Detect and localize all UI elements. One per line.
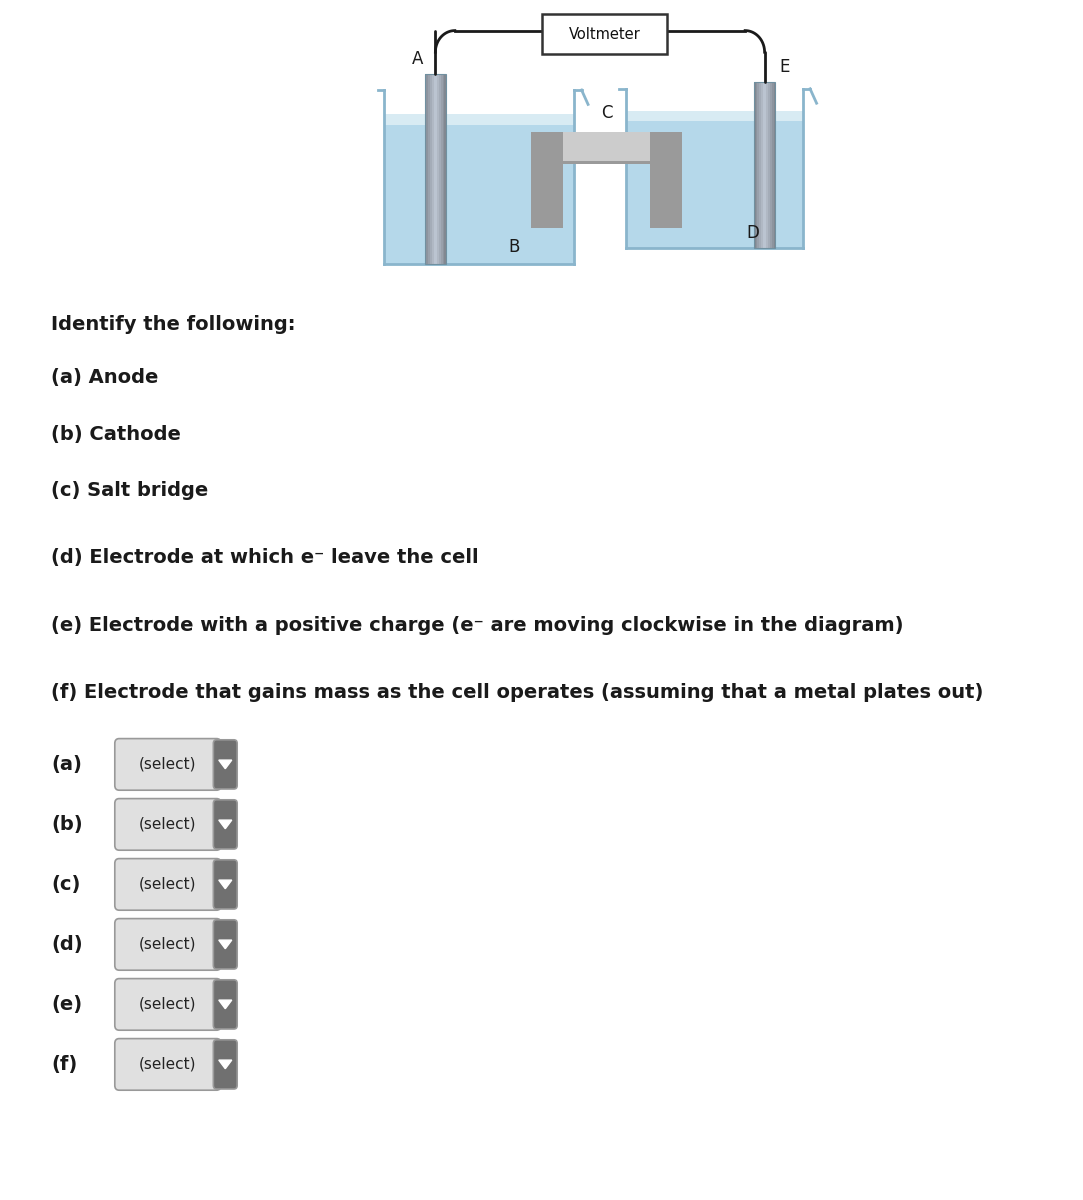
Text: (select): (select)	[139, 937, 197, 952]
Bar	[384, 114, 574, 264]
Bar	[761, 82, 762, 248]
Text: (select): (select)	[139, 997, 197, 1012]
FancyBboxPatch shape	[213, 1039, 237, 1090]
FancyBboxPatch shape	[213, 739, 237, 790]
Text: (select): (select)	[139, 757, 197, 772]
FancyBboxPatch shape	[115, 978, 221, 1030]
Text: (c): (c)	[51, 875, 80, 894]
FancyBboxPatch shape	[543, 14, 666, 54]
Text: Voltmeter: Voltmeter	[569, 26, 640, 42]
Bar	[441, 74, 443, 264]
FancyBboxPatch shape	[115, 739, 221, 791]
Polygon shape	[219, 1000, 232, 1009]
Bar	[770, 82, 772, 248]
Bar	[425, 74, 427, 264]
Bar	[531, 132, 682, 164]
Text: (select): (select)	[139, 817, 197, 832]
Bar	[531, 132, 563, 228]
Bar	[762, 82, 765, 248]
Bar	[433, 74, 435, 264]
Bar	[384, 114, 574, 125]
Bar	[757, 82, 759, 248]
Bar	[626, 112, 803, 248]
FancyBboxPatch shape	[213, 859, 237, 910]
Text: (select): (select)	[139, 877, 197, 892]
Bar	[772, 82, 773, 248]
Text: (b) Cathode: (b) Cathode	[51, 425, 181, 444]
Bar	[626, 112, 803, 121]
Bar	[773, 82, 775, 248]
FancyBboxPatch shape	[115, 799, 221, 850]
Text: (e): (e)	[51, 995, 82, 1014]
Bar	[563, 132, 650, 161]
Polygon shape	[219, 880, 232, 889]
Bar	[759, 82, 761, 248]
Text: A: A	[413, 50, 423, 68]
FancyBboxPatch shape	[213, 979, 237, 1028]
Text: D: D	[746, 224, 759, 242]
Bar	[425, 74, 446, 264]
Bar	[768, 82, 770, 248]
Text: (b): (b)	[51, 815, 82, 834]
Text: (d): (d)	[51, 935, 82, 954]
Text: (e) Electrode with a positive charge (e⁻ are moving clockwise in the diagram): (e) Electrode with a positive charge (e⁻…	[51, 616, 903, 635]
Bar	[427, 74, 428, 264]
Text: (f): (f)	[51, 1055, 77, 1074]
FancyBboxPatch shape	[115, 859, 221, 910]
FancyBboxPatch shape	[115, 919, 221, 970]
Bar	[754, 82, 775, 248]
Text: (c) Salt bridge: (c) Salt bridge	[51, 481, 208, 500]
Bar	[430, 74, 432, 264]
Bar	[444, 74, 446, 264]
Text: Identify the following:: Identify the following:	[51, 314, 296, 334]
Text: C: C	[601, 104, 612, 122]
Bar	[432, 74, 433, 264]
Text: (d) Electrode at which e⁻ leave the cell: (d) Electrode at which e⁻ leave the cell	[51, 548, 479, 568]
Text: (f) Electrode that gains mass as the cell operates (assuming that a metal plates: (f) Electrode that gains mass as the cel…	[51, 683, 983, 702]
Bar	[765, 82, 767, 248]
Polygon shape	[219, 760, 232, 769]
Bar	[428, 74, 430, 264]
Bar	[439, 74, 441, 264]
Bar	[767, 82, 768, 248]
Polygon shape	[219, 940, 232, 949]
Text: (a) Anode: (a) Anode	[51, 368, 158, 388]
FancyBboxPatch shape	[115, 1038, 221, 1090]
Bar	[650, 132, 682, 228]
Bar	[756, 82, 757, 248]
Text: B: B	[509, 238, 520, 256]
FancyBboxPatch shape	[213, 800, 237, 850]
Text: (select): (select)	[139, 1057, 197, 1072]
Bar	[443, 74, 444, 264]
Bar	[438, 74, 439, 264]
Polygon shape	[219, 1060, 232, 1069]
Polygon shape	[219, 820, 232, 829]
Bar	[435, 74, 438, 264]
Bar	[754, 82, 756, 248]
Text: E: E	[779, 58, 790, 76]
FancyBboxPatch shape	[213, 919, 237, 970]
Text: (a): (a)	[51, 755, 82, 774]
